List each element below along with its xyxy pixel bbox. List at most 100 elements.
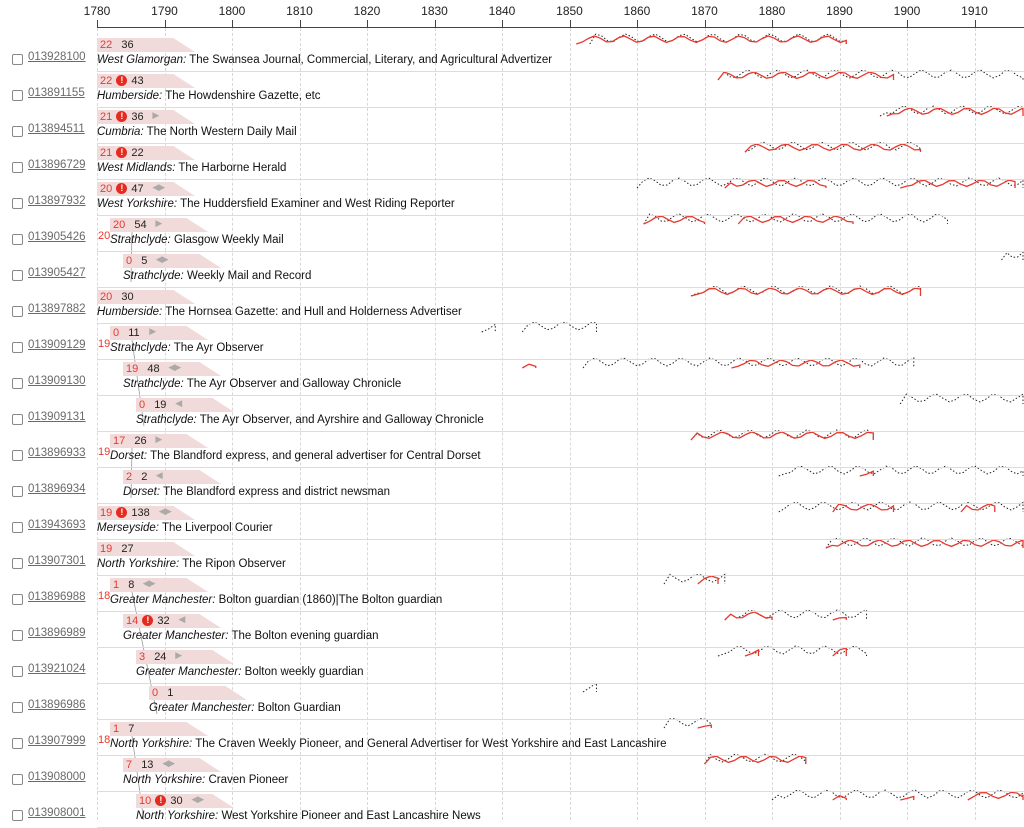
record-id-link[interactable]: 013896986 bbox=[28, 699, 86, 711]
newspaper-title: North Yorkshire: Craven Pioneer bbox=[123, 774, 288, 786]
table-row: 013896933 17 26 ▶ Dorset: The Blandford expr… bbox=[0, 432, 1024, 468]
record-id-link[interactable]: 013891155 bbox=[28, 87, 85, 99]
checkbox-icon[interactable] bbox=[12, 234, 23, 245]
checkbox-icon[interactable] bbox=[12, 198, 23, 209]
group-count: 18 bbox=[98, 590, 111, 602]
table-row: 013894511 21! 36 ▶ Cumbria: The North Wester… bbox=[0, 108, 1024, 144]
checkbox-icon[interactable] bbox=[12, 522, 23, 533]
record-id-link[interactable]: 013907999 bbox=[28, 735, 86, 747]
record-id-link[interactable]: 013908001 bbox=[28, 807, 86, 819]
checkbox-icon[interactable] bbox=[12, 90, 23, 101]
checkbox-icon[interactable] bbox=[12, 378, 23, 389]
checkbox-icon[interactable] bbox=[12, 450, 23, 461]
record-id-link[interactable]: 013896988 bbox=[28, 591, 86, 603]
left-right-arrows-icon[interactable]: ◀▶ bbox=[191, 794, 204, 804]
newspaper-title: Dorset: The Blandford express and distri… bbox=[123, 486, 390, 498]
left-right-arrows-icon[interactable]: ◀▶ bbox=[162, 758, 175, 768]
issue-count-red: 21 bbox=[100, 147, 113, 159]
row-separator bbox=[97, 539, 1024, 540]
checkbox-icon[interactable] bbox=[12, 270, 23, 281]
newspaper-title: Greater Manchester: The Bolton evening g… bbox=[123, 630, 379, 642]
record-id-link[interactable]: 013897882 bbox=[28, 303, 86, 315]
table-row: 013896989 14! 32 ◀ Greater Manchester: The B… bbox=[0, 612, 1024, 648]
issue-count: 43 bbox=[131, 75, 144, 87]
left-right-arrows-icon[interactable]: ▶ bbox=[155, 218, 162, 228]
count-tab bbox=[97, 38, 195, 52]
checkbox-icon[interactable] bbox=[12, 414, 23, 425]
checkbox-icon[interactable] bbox=[12, 162, 23, 173]
region-label: North Yorkshire: bbox=[97, 558, 180, 570]
record-id-link[interactable]: 013894511 bbox=[28, 123, 85, 135]
axis-tick-label: 1900 bbox=[893, 4, 921, 18]
row-separator bbox=[97, 251, 1024, 252]
count-tab bbox=[110, 218, 208, 232]
record-id-link[interactable]: 013905426 bbox=[28, 231, 86, 243]
left-right-arrows-icon[interactable]: ◀▶ bbox=[158, 506, 172, 516]
left-right-arrows-icon[interactable]: ◀▶ bbox=[152, 182, 165, 192]
count-tab bbox=[136, 398, 234, 412]
record-id-link[interactable]: 013943693 bbox=[28, 519, 86, 531]
checkbox-icon[interactable] bbox=[12, 306, 23, 317]
issue-count-red: 0 bbox=[126, 255, 133, 267]
checkbox-icon[interactable] bbox=[12, 54, 23, 65]
title-text: The Bolton evening guardian bbox=[231, 630, 379, 642]
record-id-link[interactable]: 013896933 bbox=[28, 447, 86, 459]
record-id-link[interactable]: 013896989 bbox=[28, 627, 86, 639]
record-id-link[interactable]: 013909129 bbox=[28, 339, 86, 351]
checkbox-icon[interactable] bbox=[12, 126, 23, 137]
record-id-link[interactable]: 013908000 bbox=[28, 771, 86, 783]
issue-count-red: 22 bbox=[100, 75, 113, 87]
group-count: 19 bbox=[98, 446, 111, 458]
record-id-link[interactable]: 013897932 bbox=[28, 195, 86, 207]
title-text: The Craven Weekly Pioneer, and General A… bbox=[195, 738, 667, 750]
table-row: 013905427 0 5 ◀▶ Strathclyde: Weekly Mail an… bbox=[0, 252, 1024, 288]
exclamation-circle-icon: ! bbox=[116, 507, 128, 518]
record-id-link[interactable]: 013896934 bbox=[28, 483, 86, 495]
record-id-link[interactable]: 013909130 bbox=[28, 375, 86, 387]
record-id-link[interactable]: 013905427 bbox=[28, 267, 86, 279]
record-id-link[interactable]: 013928100 bbox=[28, 51, 86, 63]
record-id-link[interactable]: 013907301 bbox=[28, 555, 86, 567]
checkbox-icon[interactable] bbox=[12, 702, 23, 713]
left-right-arrows-icon[interactable]: ▶ bbox=[155, 434, 162, 444]
checkbox-icon[interactable] bbox=[12, 666, 23, 677]
checkbox-icon[interactable] bbox=[12, 810, 23, 821]
checkbox-icon[interactable] bbox=[12, 594, 23, 605]
checkbox-icon[interactable] bbox=[12, 630, 23, 641]
checkbox-icon[interactable] bbox=[12, 774, 23, 785]
record-id-link[interactable]: 013921024 bbox=[28, 663, 86, 675]
issue-count-red: 20 bbox=[100, 183, 113, 195]
left-right-arrows-icon[interactable]: ◀▶ bbox=[142, 578, 156, 588]
region-label: Greater Manchester: bbox=[149, 702, 255, 714]
left-right-arrows-icon[interactable]: ◀▶ bbox=[168, 362, 181, 372]
checkbox-icon[interactable] bbox=[12, 342, 23, 353]
exclamation-circle-icon: ! bbox=[116, 111, 128, 122]
left-right-arrows-icon[interactable]: ◀ bbox=[178, 614, 185, 624]
left-right-arrows-icon[interactable]: ▶ bbox=[149, 326, 156, 336]
record-id-link[interactable]: 013909131 bbox=[28, 411, 86, 423]
left-right-arrows-icon[interactable]: ◀▶ bbox=[155, 254, 169, 264]
record-id-link[interactable]: 013896729 bbox=[28, 159, 86, 171]
table-row: 013891155 22! 43 Humberside: The Howdenshir… bbox=[0, 72, 1024, 108]
issue-count-red: 19 bbox=[100, 543, 113, 555]
table-row: 013908000 7 13 ◀▶ North Yorkshire: Craven Pi… bbox=[0, 756, 1024, 792]
left-right-arrows-icon[interactable]: ◀ bbox=[175, 398, 182, 408]
newspaper-title: Dorset: The Blandford express, and gener… bbox=[110, 450, 481, 462]
axis-tick-label: 1790 bbox=[151, 4, 178, 18]
region-label: Greater Manchester: bbox=[136, 666, 242, 678]
checkbox-icon[interactable] bbox=[12, 558, 23, 569]
issue-count-red: 1 bbox=[113, 579, 120, 591]
checkbox-icon[interactable] bbox=[12, 738, 23, 749]
left-right-arrows-icon[interactable]: ◀ bbox=[155, 470, 163, 480]
region-label: West Yorkshire: bbox=[97, 198, 178, 210]
issue-count-red: 20 bbox=[100, 291, 113, 303]
issue-count: 5 bbox=[141, 255, 148, 267]
region-label: Merseyside: bbox=[97, 522, 159, 534]
left-right-arrows-icon[interactable]: ▶ bbox=[175, 650, 182, 660]
row-separator bbox=[97, 287, 1024, 288]
count-tab bbox=[136, 650, 234, 664]
checkbox-icon[interactable] bbox=[12, 486, 23, 497]
axis-tick-mark bbox=[772, 20, 773, 28]
left-right-arrows-icon[interactable]: ▶ bbox=[152, 110, 159, 120]
issue-count-red: 21 bbox=[100, 111, 113, 123]
